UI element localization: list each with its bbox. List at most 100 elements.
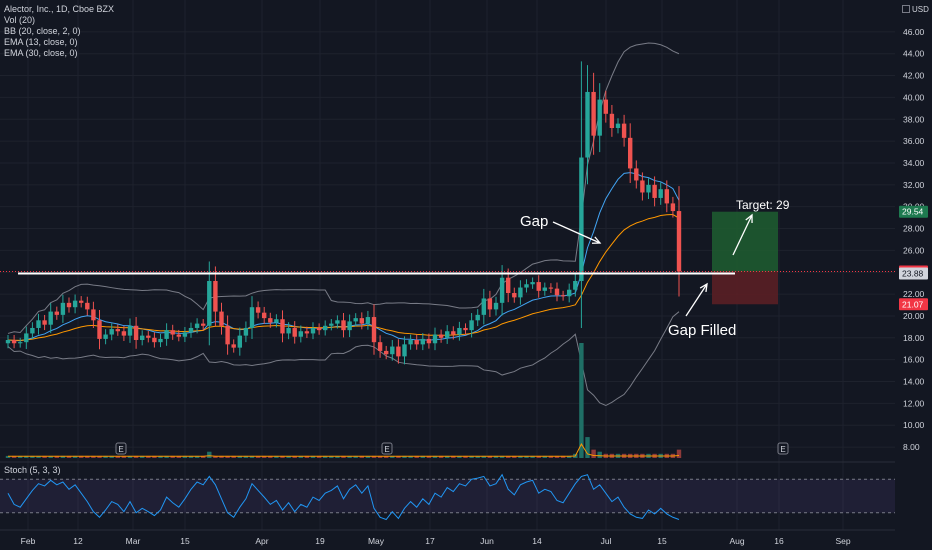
candle-body bbox=[597, 99, 602, 136]
candle-body bbox=[213, 280, 218, 312]
candle-body bbox=[133, 325, 139, 340]
candle-body bbox=[274, 319, 279, 323]
candle-body bbox=[182, 332, 188, 337]
volume-bar bbox=[262, 455, 267, 458]
gap-arrow-head bbox=[591, 236, 602, 244]
volume-bar bbox=[457, 455, 462, 458]
time-tick-label: Feb bbox=[21, 536, 36, 546]
candle-body bbox=[72, 300, 78, 308]
price-tag bbox=[899, 298, 928, 311]
candle-body bbox=[255, 307, 261, 313]
volume-bar bbox=[268, 455, 273, 458]
candle-body bbox=[548, 287, 554, 289]
candle-body bbox=[42, 320, 47, 325]
bb-upper bbox=[7, 42, 680, 334]
volume-bar bbox=[30, 455, 35, 458]
price-tick-label: 42.00 bbox=[903, 71, 925, 81]
volume-bar bbox=[237, 455, 242, 458]
volume-bar bbox=[164, 455, 169, 458]
candle-body bbox=[66, 302, 72, 308]
candle-body bbox=[567, 289, 572, 297]
candle-body bbox=[536, 282, 541, 291]
volume-bar bbox=[518, 455, 523, 458]
candle-body bbox=[377, 342, 383, 351]
candle-body bbox=[451, 331, 456, 335]
candle-body bbox=[237, 335, 242, 348]
volume-bar bbox=[499, 455, 505, 458]
volume-bar bbox=[402, 455, 407, 458]
legend-ema13[interactable]: EMA (13, close, 0) bbox=[4, 37, 78, 47]
candle-body bbox=[542, 287, 547, 291]
candle-body bbox=[469, 320, 474, 331]
volume-bar bbox=[530, 455, 535, 458]
volume-bar bbox=[280, 455, 285, 458]
price-tick-label: 34.00 bbox=[903, 158, 925, 168]
candle-body bbox=[463, 327, 468, 331]
time-tick-label: 16 bbox=[774, 536, 784, 546]
candle-body bbox=[176, 334, 181, 337]
time-axis[interactable]: Feb 12 Mar 15 Apr 19 May 17 Jun 14 Jul 15 Aug 16 Sep bbox=[21, 536, 851, 546]
time-tick-label: Mar bbox=[126, 536, 141, 546]
candle-body bbox=[225, 325, 230, 345]
price-tick-label: 12.00 bbox=[903, 398, 925, 408]
volume-bar bbox=[542, 455, 547, 458]
legend-volume[interactable]: Vol (20) bbox=[4, 15, 36, 25]
volume-bar bbox=[231, 455, 236, 458]
candlesticks bbox=[5, 61, 682, 365]
candle-body bbox=[365, 317, 371, 324]
candle-body bbox=[524, 284, 529, 288]
volume-bar bbox=[127, 455, 133, 458]
candle-body bbox=[347, 321, 352, 331]
legend-bb[interactable]: BB (20, close, 2, 0) bbox=[4, 26, 81, 36]
candle-body bbox=[158, 338, 163, 343]
candle-body bbox=[292, 327, 297, 337]
time-tick-label: Aug bbox=[729, 536, 744, 546]
candle-body bbox=[262, 312, 267, 319]
price-axis[interactable]: 46.00 44.00 42.00 40.00 38.00 36.00 34.00 32.00… bbox=[895, 0, 932, 550]
volume-bar bbox=[445, 455, 450, 458]
volume-bar bbox=[298, 455, 303, 458]
legend-title[interactable]: Alector, Inc., 1D, Cboe BZX bbox=[4, 4, 115, 14]
risk-reward-box[interactable] bbox=[712, 211, 778, 305]
candle-body bbox=[438, 334, 444, 338]
volume-bar bbox=[414, 455, 419, 458]
volume-bar bbox=[487, 455, 493, 458]
volume-bar bbox=[255, 455, 261, 458]
legend-ema30[interactable]: EMA (30, close, 0) bbox=[4, 48, 78, 58]
earnings-marker-icon bbox=[381, 442, 393, 455]
volume-bar bbox=[347, 455, 352, 458]
candle-body bbox=[54, 311, 59, 315]
volume-bar bbox=[66, 455, 72, 458]
candle-body bbox=[170, 330, 175, 335]
candle-body bbox=[323, 325, 328, 331]
gap-filled-arrow-head bbox=[699, 282, 708, 293]
volume-bar bbox=[36, 455, 41, 458]
bb-lower bbox=[7, 311, 680, 407]
candle-body bbox=[335, 320, 340, 324]
stoch-legend[interactable]: Stoch (5, 3, 3) bbox=[4, 465, 61, 475]
volume-bar bbox=[188, 455, 194, 458]
candle-body bbox=[286, 327, 291, 334]
candle-body bbox=[359, 318, 364, 324]
volume-bar bbox=[554, 455, 560, 458]
volume-bar bbox=[18, 455, 23, 458]
candle-body bbox=[585, 91, 590, 158]
volume-ma-line bbox=[8, 442, 680, 457]
time-tick-label: 17 bbox=[425, 536, 435, 546]
candle-body bbox=[408, 339, 413, 345]
currency-selector[interactable]: USD bbox=[902, 5, 929, 14]
gap-label: Gap bbox=[520, 213, 548, 230]
candle-body bbox=[5, 339, 11, 344]
candle-body bbox=[11, 339, 17, 344]
candle-body bbox=[329, 323, 334, 326]
price-tag-label: 29.54 bbox=[902, 207, 924, 217]
earnings-marker-label: E bbox=[780, 445, 785, 454]
candle-body bbox=[640, 180, 645, 193]
candle-body bbox=[97, 320, 102, 339]
candle-body bbox=[268, 318, 273, 323]
volume-bar bbox=[512, 455, 517, 458]
volume-bar bbox=[91, 455, 96, 458]
volume-bar bbox=[341, 455, 346, 458]
